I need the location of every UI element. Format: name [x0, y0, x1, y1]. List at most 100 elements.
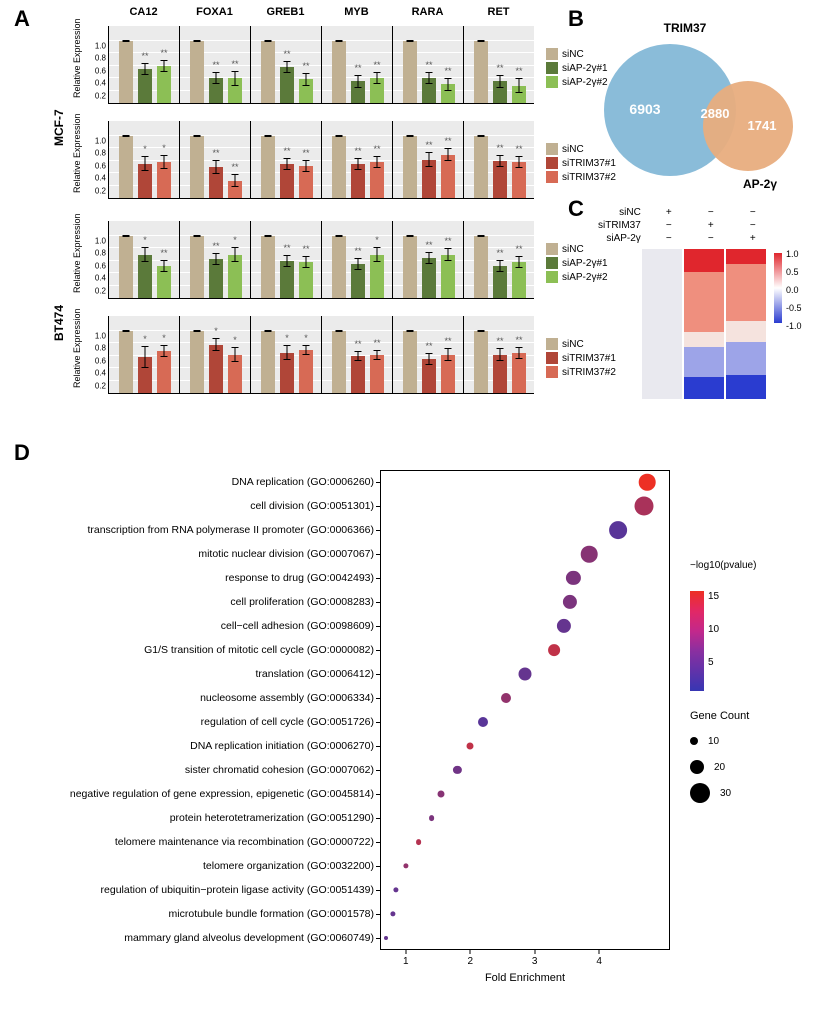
dotplot-row: nucleosome assembly (GO:0006334)	[30, 686, 670, 710]
significance-marker: **	[210, 148, 222, 158]
venn-count-overlap: 2880	[701, 106, 730, 121]
significance-marker: *	[139, 235, 151, 245]
y-tick: 0.6	[95, 66, 106, 75]
heatmap-legend-tick: -1.0	[786, 321, 802, 339]
dot-marker	[639, 474, 656, 491]
bar	[261, 236, 275, 298]
legend-label: siNC	[562, 339, 584, 350]
y-axis-label: Relative Expression	[72, 308, 82, 388]
panel-a-bargrid: CA12FOXA1GREB1MYBRARARET Relative Expres…	[50, 6, 590, 401]
significance-marker: **	[513, 144, 525, 154]
legend-swatch	[546, 271, 558, 283]
go-term-label: DNA replication (GO:0006260)	[34, 470, 374, 494]
y-tick: 0.4	[95, 174, 106, 183]
bar	[403, 136, 417, 198]
dot-marker	[557, 619, 571, 633]
dot-marker	[394, 887, 399, 892]
bar-row: Relative Expression0.20.40.60.81.0******…	[108, 316, 538, 394]
y-axis-label: Relative Expression	[72, 213, 82, 293]
cell-line-label: BT474	[52, 305, 66, 341]
significance-marker: **	[442, 236, 454, 246]
dot-marker	[519, 668, 532, 681]
significance-marker: **	[229, 59, 241, 69]
legend-swatch	[546, 143, 558, 155]
go-term-label: DNA replication initiation (GO:0006270)	[34, 734, 374, 758]
heatmap-legend-tick: 1.0	[786, 249, 802, 267]
significance-marker: **	[423, 140, 435, 150]
significance-marker: **	[229, 162, 241, 172]
significance-marker: **	[371, 338, 383, 348]
legend-swatch	[546, 243, 558, 255]
go-term-label: regulation of cell cycle (GO:0051726)	[34, 710, 374, 734]
condition-value: −	[691, 233, 731, 244]
go-term-label: translation (GO:0006412)	[34, 662, 374, 686]
bar-cell: ****	[463, 121, 534, 199]
bar-cell: **	[108, 121, 179, 199]
bar-cell: ****	[463, 316, 534, 394]
go-term-label: mammary gland alveolus development (GO:0…	[34, 926, 374, 950]
bar-cell: ****	[392, 221, 463, 299]
dotplot-row: mammary gland alveolus development (GO:0…	[30, 926, 670, 950]
condition-value: −	[649, 233, 689, 244]
panel-a-label: A	[14, 6, 30, 32]
bar	[157, 351, 171, 393]
dot-marker	[563, 595, 577, 609]
y-axis-label: Relative Expression	[72, 113, 82, 193]
size-legend-item: 20	[690, 754, 800, 780]
significance-marker: *	[158, 143, 170, 153]
bar	[474, 331, 488, 393]
color-legend-title: −log10(pvalue)	[690, 560, 800, 571]
dotplot-row: microtubule bundle formation (GO:0001578…	[30, 902, 670, 926]
bar-cell: ***	[179, 221, 250, 299]
color-legend: −log10(pvalue) 15105	[690, 560, 800, 675]
go-term-label: negative regulation of gene expression, …	[34, 782, 374, 806]
heatmap-column	[726, 249, 766, 399]
condition-value: +	[733, 233, 773, 244]
bar	[190, 331, 204, 393]
dot-marker	[429, 815, 435, 821]
significance-marker: **	[513, 66, 525, 76]
venn-label-right: AP-2γ	[743, 177, 777, 191]
venn-label-left: TRIM37	[664, 21, 707, 35]
y-tick: 0.6	[95, 356, 106, 365]
condition-label: siNC	[594, 207, 647, 218]
significance-marker: **	[352, 63, 364, 73]
dot-marker	[635, 497, 654, 516]
significance-marker: *	[229, 235, 241, 245]
y-tick: 0.2	[95, 91, 106, 100]
bar-cell: ****	[321, 316, 392, 394]
go-term-label: cell division (GO:0051301)	[34, 494, 374, 518]
legend-swatch	[546, 62, 558, 74]
x-tick: 3	[532, 956, 538, 967]
gene-header: RARA	[392, 6, 463, 18]
dot-marker	[478, 717, 488, 727]
significance-marker: **	[300, 61, 312, 71]
bar	[403, 236, 417, 298]
significance-marker: *	[300, 333, 312, 343]
dotplot-row: transcription from RNA polymerase II pro…	[30, 518, 670, 542]
y-tick: 0.6	[95, 261, 106, 270]
dotplot-row: DNA replication (GO:0006260)	[30, 470, 670, 494]
legend-swatch	[546, 157, 558, 169]
bar	[441, 255, 455, 298]
dotplot-row: mitotic nuclear division (GO:0007067)	[30, 542, 670, 566]
bar-cell: ***	[321, 221, 392, 299]
bar	[474, 41, 488, 103]
condition-value: +	[649, 207, 689, 218]
go-term-label: telomere organization (GO:0032200)	[34, 854, 374, 878]
bar	[474, 236, 488, 298]
go-term-label: response to drug (GO:0042493)	[34, 566, 374, 590]
legend-swatch	[546, 338, 558, 350]
bar-cell: ****	[392, 26, 463, 104]
bar-cell: ****	[463, 221, 534, 299]
y-tick: 0.8	[95, 149, 106, 158]
color-legend-tick: 15	[708, 591, 719, 624]
bar-cell: ****	[179, 26, 250, 104]
bar	[332, 236, 346, 298]
bar-cell: ****	[392, 316, 463, 394]
bar-cell: ****	[392, 121, 463, 199]
significance-marker: *	[281, 333, 293, 343]
dot-marker	[610, 521, 628, 539]
dotplot-row: regulation of ubiquitin−protein ligase a…	[30, 878, 670, 902]
bar-cell: **	[250, 316, 321, 394]
